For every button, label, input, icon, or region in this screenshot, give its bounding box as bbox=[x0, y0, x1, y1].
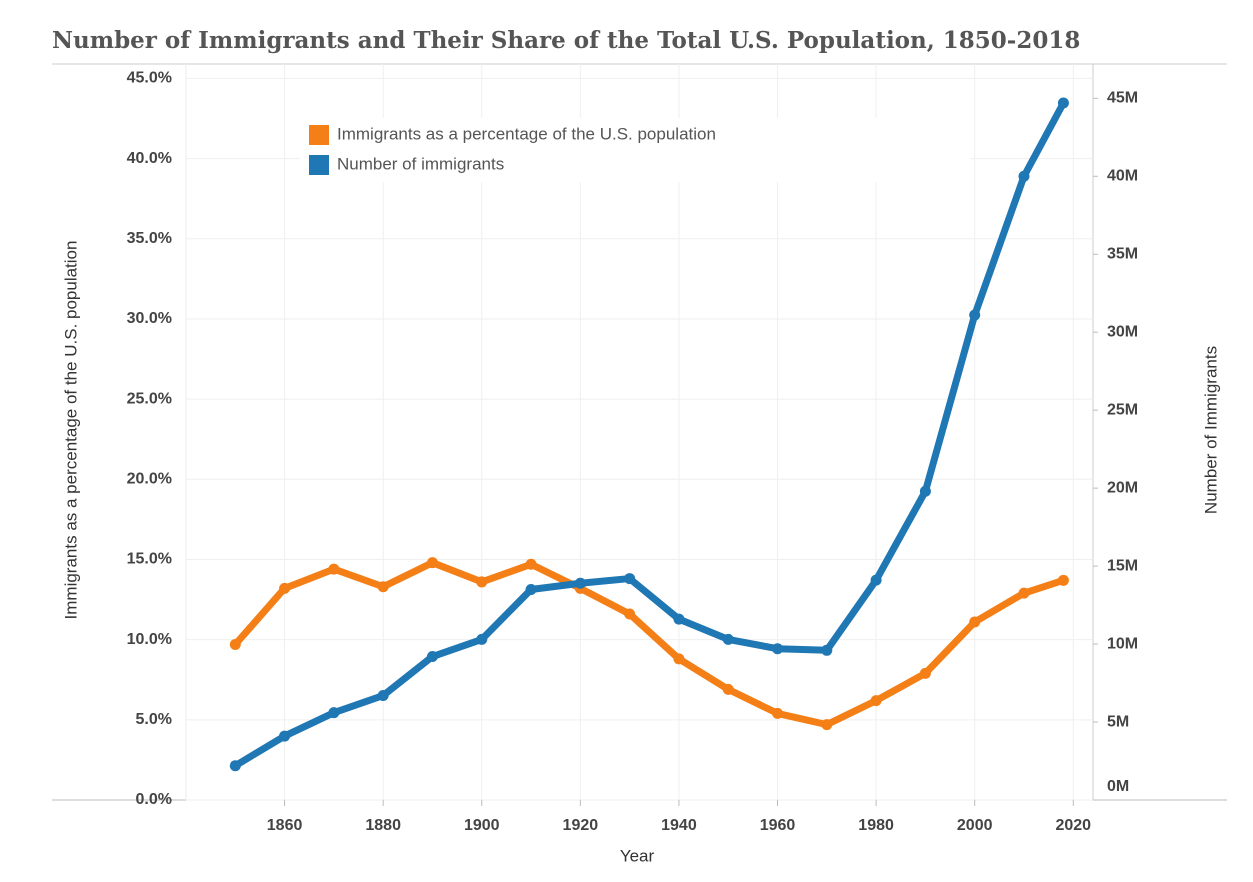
point bbox=[476, 576, 488, 588]
x-tick-label: 1960 bbox=[760, 817, 796, 834]
y2-tick-label: 35M bbox=[1107, 245, 1138, 262]
x-tick-label: 2020 bbox=[1055, 817, 1091, 834]
y-tick-label: 25.0% bbox=[127, 390, 172, 407]
y-tick-label: 10.0% bbox=[127, 631, 172, 648]
point bbox=[673, 613, 685, 625]
y-tick-label: 30.0% bbox=[127, 310, 172, 327]
y2-tick-label: 0M bbox=[1107, 778, 1129, 795]
y-axis-title: Immigrants as a percentage of the U.S. p… bbox=[61, 241, 80, 620]
y-tick-label: 15.0% bbox=[127, 551, 172, 568]
point bbox=[525, 558, 537, 570]
series-line bbox=[232, 559, 1065, 729]
point bbox=[377, 690, 389, 702]
y2-axis-title: Number of Immigrants bbox=[1201, 346, 1220, 514]
point bbox=[870, 574, 882, 586]
point bbox=[377, 581, 389, 593]
x-tick-label: 1860 bbox=[267, 817, 303, 834]
y-tick-label: 5.0% bbox=[136, 711, 172, 728]
y2-tick-label: 30M bbox=[1107, 323, 1138, 340]
point bbox=[722, 683, 734, 695]
legend-swatch bbox=[309, 155, 329, 175]
y-tick-label: 45.0% bbox=[127, 70, 172, 87]
y-tick-label: 40.0% bbox=[127, 150, 172, 167]
x-tick-label: 1920 bbox=[563, 817, 599, 834]
point bbox=[1018, 587, 1030, 599]
chart-title: Number of Immigrants and Their Share of … bbox=[52, 27, 1080, 54]
point bbox=[476, 633, 488, 645]
x-tick-label: 1900 bbox=[464, 817, 500, 834]
y2-tick-label: 10M bbox=[1107, 635, 1138, 652]
point bbox=[722, 633, 734, 645]
point bbox=[426, 651, 438, 663]
point bbox=[574, 577, 586, 589]
point bbox=[772, 707, 784, 719]
point bbox=[229, 760, 241, 772]
x-tick-label: 1980 bbox=[858, 817, 894, 834]
y-tick-label: 20.0% bbox=[127, 471, 172, 488]
y2-tick-label: 40M bbox=[1107, 167, 1138, 184]
point bbox=[821, 644, 833, 656]
y-tick-label: 35.0% bbox=[127, 230, 172, 247]
legend-label: Immigrants as a percentage of the U.S. p… bbox=[337, 124, 716, 143]
point bbox=[821, 719, 833, 731]
legend-label: Number of immigrants bbox=[337, 154, 504, 173]
point bbox=[624, 573, 636, 585]
point bbox=[1057, 97, 1069, 109]
point bbox=[279, 582, 291, 594]
y2-tick-label: 15M bbox=[1107, 557, 1138, 574]
series-line bbox=[233, 101, 1067, 769]
x-tick-label: 2000 bbox=[957, 817, 993, 834]
point bbox=[624, 608, 636, 620]
x-axis-title: Year bbox=[620, 846, 655, 865]
x-tick-label: 1940 bbox=[661, 817, 697, 834]
point bbox=[426, 557, 438, 569]
point bbox=[919, 485, 931, 497]
point bbox=[525, 583, 537, 595]
point bbox=[279, 730, 291, 742]
point bbox=[1018, 170, 1030, 182]
point bbox=[1057, 574, 1069, 586]
y2-tick-label: 5M bbox=[1107, 713, 1129, 730]
legend-swatch bbox=[309, 125, 329, 145]
y2-tick-label: 45M bbox=[1107, 90, 1138, 107]
point bbox=[772, 643, 784, 655]
point bbox=[673, 653, 685, 665]
point bbox=[328, 563, 340, 575]
y2-tick-label: 20M bbox=[1107, 479, 1138, 496]
point bbox=[969, 616, 981, 628]
x-tick-label: 1880 bbox=[365, 817, 401, 834]
point bbox=[229, 638, 241, 650]
y2-tick-label: 25M bbox=[1107, 401, 1138, 418]
point bbox=[969, 309, 981, 321]
y-tick-label: 0.0% bbox=[136, 791, 172, 808]
legend-bg bbox=[300, 118, 970, 182]
point bbox=[919, 667, 931, 679]
point bbox=[870, 695, 882, 707]
point bbox=[328, 707, 340, 719]
